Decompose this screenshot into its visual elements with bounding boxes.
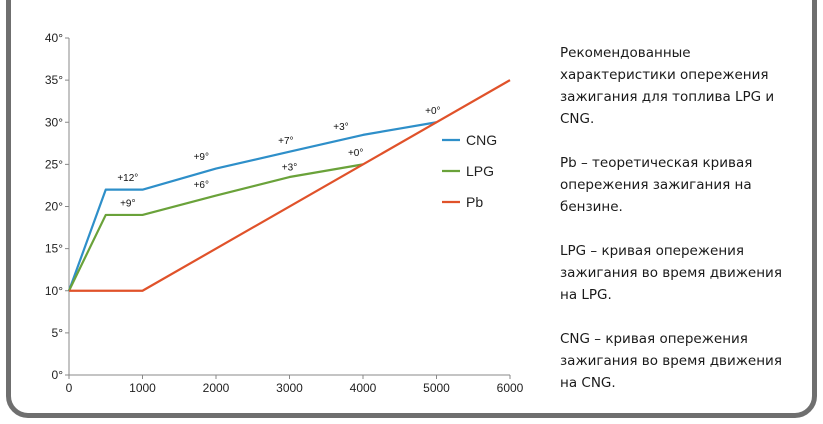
annotation-label: +7° [278,136,293,147]
y-tick-label: 5° [52,326,64,340]
x-tick-label: 4000 [350,381,377,395]
x-tick-label: 5000 [423,381,450,395]
series-line-lpg [68,163,364,292]
y-tick-label: 20° [45,200,63,214]
x-tick-label: 2000 [203,381,230,395]
y-tick-label: 15° [45,242,63,256]
series-line-cng [67,121,437,292]
annotation-label: +3° [282,162,297,173]
note-pb: Pb – теоретическая кривая опережения заж… [560,155,753,215]
x-tick-label: 3000 [276,381,303,395]
y-tick-label: 30° [45,115,63,129]
legend-label-pb: Pb [466,194,483,210]
annotation-label: +6° [194,180,209,191]
y-tick-label: 35° [45,73,63,87]
annotation-label: +9° [120,199,135,210]
series-line-pb [69,79,511,292]
annotation-label: +0° [425,106,440,117]
note-recommended: Рекомендованные характеристики опережени… [560,45,775,127]
y-tick-label: 40° [45,31,63,45]
y-tick-label: 0° [52,368,64,382]
slide-frame [6,0,817,418]
x-tick-label: 1000 [129,381,156,395]
note-lpg: LPG – кривая опережения зажигания во вре… [560,243,782,303]
ignition-advance-chart: 0° 5° 10° 15° 20° 25° 30° 35° 40° 0 1000 2000 3000 40… [45,31,524,395]
y-tick-label: 25° [45,157,63,171]
annotation-label: +12° [117,173,138,184]
y-tick-label: 10° [45,284,63,298]
legend-label-cng: CNG [466,132,497,148]
x-tick-label: 0 [66,381,73,395]
annotation-label: +3° [333,122,348,133]
note-cng: CNG – кривая опережения зажигания во вре… [560,331,782,391]
x-tick-label: 6000 [497,381,524,395]
annotation-label: +0° [348,148,363,159]
legend-label-lpg: LPG [466,163,494,179]
annotation-label: +9° [194,152,209,163]
